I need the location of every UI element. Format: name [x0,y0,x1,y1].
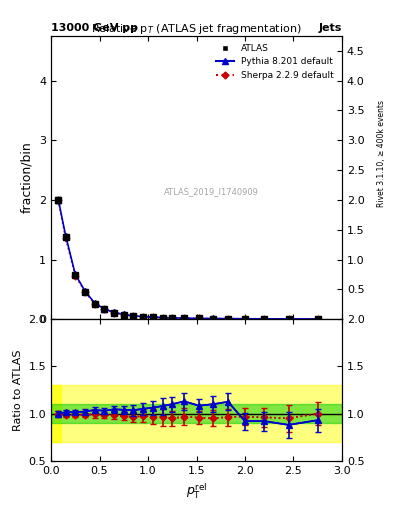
Legend: ATLAS, Pythia 8.201 default, Sherpa 2.2.9 default: ATLAS, Pythia 8.201 default, Sherpa 2.2.… [212,40,338,83]
Text: Rivet 3.1.10, ≥ 400k events: Rivet 3.1.10, ≥ 400k events [377,100,386,207]
Bar [51,404,342,423]
Y-axis label: Ratio to ATLAS: Ratio to ATLAS [13,349,23,431]
Text: 13000 GeV pp: 13000 GeV pp [51,23,138,33]
Text: ATLAS_2019_I1740909: ATLAS_2019_I1740909 [163,187,259,196]
Text: Jets: Jets [319,23,342,33]
Bar [51,385,61,442]
Bar [51,385,342,442]
Y-axis label: fraction/bin: fraction/bin [20,142,33,214]
X-axis label: $p_{\mathrm{T}}^{\mathrm{rel}}$: $p_{\mathrm{T}}^{\mathrm{rel}}$ [186,481,207,501]
Title: Relative p$_T$ (ATLAS jet fragmentation): Relative p$_T$ (ATLAS jet fragmentation) [91,22,302,36]
